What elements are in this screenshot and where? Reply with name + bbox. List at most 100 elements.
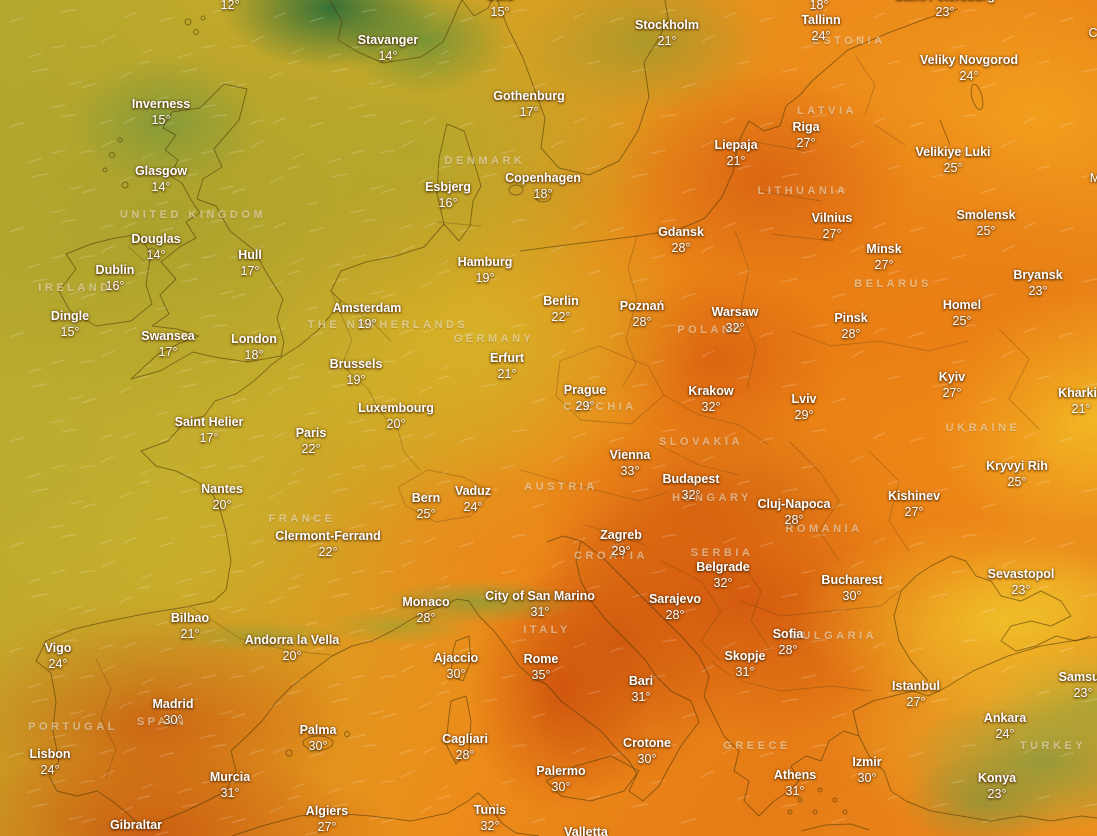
city-name: Dingle: [50, 309, 90, 323]
city-label[interactable]: Gothenburg 17°: [493, 89, 565, 120]
city-label[interactable]: Lisbon 24°: [30, 747, 71, 778]
city-temperature: 25°: [952, 314, 972, 328]
city-label[interactable]: Erfurt 21°: [490, 351, 524, 382]
city-label[interactable]: Paris 22°: [296, 426, 327, 457]
city-label[interactable]: Kyiv 27°: [939, 370, 965, 401]
city-name: Konya: [977, 771, 1017, 785]
city-label[interactable]: Glasgow 14°: [135, 164, 187, 195]
city-label[interactable]: Algiers 27°: [306, 804, 348, 835]
city-label[interactable]: Veliky Novgorod 24°: [920, 53, 1018, 84]
city-label[interactable]: Tunis 32°: [474, 803, 506, 834]
city-label[interactable]: Sarajevo 28°: [649, 592, 701, 623]
city-label[interactable]: Cluj-Napoca 28°: [758, 497, 831, 528]
city-label[interactable]: Belgrade 32°: [696, 560, 750, 591]
city-label[interactable]: Minsk 27°: [866, 242, 901, 273]
city-label[interactable]: Bern 25°: [412, 491, 440, 522]
clipped-label[interactable]: 18°: [809, 0, 829, 12]
clipped-label[interactable]: C: [1088, 26, 1097, 40]
city-label[interactable]: Madrid 30°: [153, 697, 194, 728]
city-name: Vaduz: [454, 484, 492, 498]
city-label[interactable]: Samsun 23°: [1059, 670, 1097, 701]
city-label[interactable]: Lviv 29°: [791, 392, 816, 423]
city-label[interactable]: Palma 30°: [300, 723, 337, 754]
city-label[interactable]: Amsterdam 19°: [333, 301, 402, 332]
city-label[interactable]: Homel 25°: [943, 298, 981, 329]
city-label[interactable]: Zagreb 29°: [600, 528, 642, 559]
city-label[interactable]: Copenhagen 18°: [505, 171, 581, 202]
city-label[interactable]: Kishinev 27°: [888, 489, 940, 520]
city-label[interactable]: Skopje 31°: [725, 649, 766, 680]
city-label[interactable]: Saint Petersburg23°: [895, 0, 995, 20]
city-label[interactable]: Nantes 20°: [201, 482, 243, 513]
city-label[interactable]: Smolensk 25°: [956, 208, 1015, 239]
city-label[interactable]: Cagliari 28°: [442, 732, 488, 763]
city-label[interactable]: Rome 35°: [524, 652, 559, 683]
city-name: Gothenburg: [493, 89, 565, 103]
city-label[interactable]: Vilnius 27°: [812, 211, 853, 242]
city-label[interactable]: London 18°: [231, 332, 277, 363]
city-label[interactable]: Sofia 28°: [773, 627, 804, 658]
city-label[interactable]: Gdansk 28°: [658, 225, 704, 256]
city-label[interactable]: Monaco 28°: [402, 595, 449, 626]
city-label[interactable]: Stavanger 14°: [358, 33, 418, 64]
city-label[interactable]: Pinsk 28°: [834, 311, 867, 342]
city-label[interactable]: Prague 29°: [564, 383, 606, 414]
city-label[interactable]: Oslo15°: [486, 0, 514, 20]
city-label[interactable]: Athens 31°: [774, 768, 816, 799]
city-label[interactable]: Gibraltar: [110, 818, 162, 833]
clipped-label[interactable]: 12°: [220, 0, 240, 12]
city-label[interactable]: Izmir 30°: [852, 755, 881, 786]
city-label[interactable]: Bucharest 30°: [821, 573, 882, 604]
city-label[interactable]: Palermo 30°: [536, 764, 585, 795]
city-label[interactable]: Douglas 14°: [131, 232, 180, 263]
city-name: Dublin: [95, 263, 135, 277]
city-label[interactable]: Sevastopol 23°: [988, 567, 1055, 598]
city-label[interactable]: Liepaja 21°: [714, 138, 757, 169]
city-label[interactable]: Dublin 16°: [96, 263, 135, 294]
city-label[interactable]: Saint Helier 17°: [175, 415, 244, 446]
city-label[interactable]: Istanbul 27°: [892, 679, 940, 710]
city-label[interactable]: Budapest 32°: [663, 472, 720, 503]
city-temperature: 21°: [1071, 402, 1091, 416]
city-label[interactable]: Luxembourg 20°: [358, 401, 434, 432]
city-label[interactable]: Ajaccio 30°: [434, 651, 478, 682]
city-label[interactable]: Vaduz 24°: [455, 484, 491, 515]
city-label[interactable]: Valletta: [564, 825, 608, 836]
city-label[interactable]: Crotone 30°: [623, 736, 671, 767]
city-name: Ajaccio: [433, 651, 479, 665]
city-label[interactable]: Stockholm 21°: [635, 18, 699, 49]
city-label[interactable]: City of San Marino 31°: [485, 589, 595, 620]
city-label[interactable]: Inverness 15°: [132, 97, 190, 128]
city-label[interactable]: Kryvyi Rih 25°: [986, 459, 1048, 490]
city-label[interactable]: Vienna 33°: [610, 448, 651, 479]
city-label[interactable]: Esbjerg 16°: [425, 180, 471, 211]
city-label[interactable]: Swansea 17°: [141, 329, 195, 360]
city-temperature: 28°: [841, 327, 861, 341]
city-label[interactable]: Hull 17°: [238, 248, 262, 279]
city-label[interactable]: Ankara 24°: [984, 711, 1026, 742]
city-label[interactable]: Bilbao 21°: [171, 611, 209, 642]
city-label[interactable]: Dingle 15°: [51, 309, 89, 340]
city-label[interactable]: Poznań 28°: [620, 299, 664, 330]
city-name: Sarajevo: [648, 592, 702, 606]
city-label[interactable]: Riga 27°: [792, 120, 819, 151]
city-label[interactable]: Tallinn 24°: [801, 13, 840, 44]
city-name: Copenhagen: [505, 171, 581, 185]
city-label[interactable]: Brussels 19°: [330, 357, 383, 388]
city-label[interactable]: Vigo 24°: [45, 641, 72, 672]
city-label[interactable]: Bari 31°: [629, 674, 653, 705]
city-label[interactable]: Bryansk 23°: [1013, 268, 1062, 299]
city-temperature: 28°: [784, 513, 804, 527]
city-label[interactable]: Andorra la Vella 20°: [245, 633, 339, 664]
city-label[interactable]: Konya 23°: [978, 771, 1016, 802]
city-label[interactable]: Hamburg 19°: [458, 255, 513, 286]
city-label[interactable]: Warsaw 32°: [712, 305, 759, 336]
city-label[interactable]: Krakow 32°: [688, 384, 733, 415]
city-label[interactable]: Kharkiv 21°: [1058, 386, 1097, 417]
city-label[interactable]: Clermont-Ferrand 22°: [275, 529, 381, 560]
clipped-label[interactable]: M: [1089, 171, 1097, 185]
city-label[interactable]: Velikiye Luki 25°: [915, 145, 990, 176]
city-label[interactable]: Berlin 22°: [543, 294, 578, 325]
city-label[interactable]: Murcia 31°: [210, 770, 250, 801]
